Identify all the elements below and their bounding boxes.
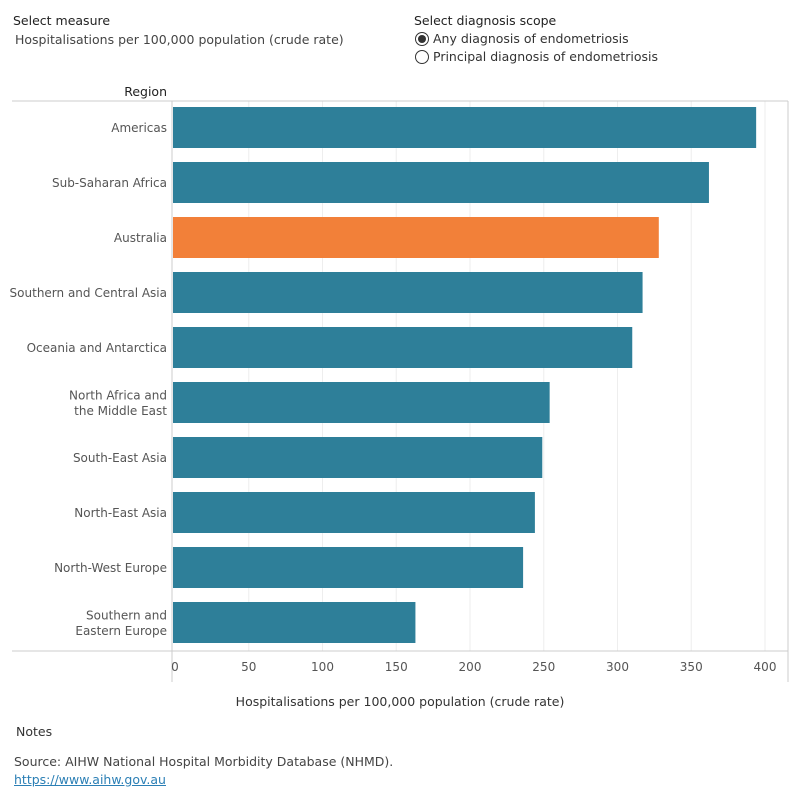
- scope-option-label: Principal diagnosis of endometriosis: [433, 49, 659, 64]
- scope-title: Select diagnosis scope: [414, 13, 557, 28]
- x-tick-label: 150: [385, 660, 408, 674]
- category-label-5: the Middle East: [74, 404, 167, 418]
- x-tick-label: 200: [459, 660, 482, 674]
- x-tick-label: 50: [241, 660, 256, 674]
- row-header: Region: [124, 84, 167, 99]
- scope-option-label: Any diagnosis of endometriosis: [433, 31, 629, 46]
- notes-heading[interactable]: Notes: [16, 724, 53, 739]
- x-tick-label: 400: [754, 660, 777, 674]
- bar-5[interactable]: [173, 382, 550, 423]
- category-label-2: Australia: [114, 231, 167, 245]
- source-text: Source: AIHW National Hospital Morbidity…: [14, 754, 394, 769]
- category-label-8: North-West Europe: [54, 561, 167, 575]
- category-label-6: South-East Asia: [73, 451, 167, 465]
- category-label-7: North-East Asia: [74, 506, 167, 520]
- measure-title: Select measure: [13, 13, 111, 28]
- radio-checked-icon[interactable]: [415, 31, 429, 46]
- category-label-3: Southern and Central Asia: [10, 286, 167, 300]
- category-label-9: Southern and: [86, 608, 167, 622]
- scope-option-any[interactable]: Any diagnosis of endometriosis: [415, 31, 629, 46]
- bar-9[interactable]: [173, 602, 416, 643]
- bar-3[interactable]: [173, 272, 643, 313]
- bar-8[interactable]: [173, 547, 524, 588]
- x-tick-label: 250: [532, 660, 555, 674]
- radio-unchecked-icon[interactable]: [415, 49, 429, 64]
- category-label-0: Americas: [111, 121, 167, 135]
- scope-option-principal[interactable]: Principal diagnosis of endometriosis: [415, 49, 658, 64]
- x-tick-label: 350: [680, 660, 703, 674]
- bar-0[interactable]: [173, 107, 757, 148]
- category-label-9: Eastern Europe: [75, 624, 167, 638]
- bar-1[interactable]: [173, 162, 709, 203]
- aihw-link[interactable]: https://www.aihw.gov.au: [14, 772, 166, 787]
- bar-6[interactable]: [173, 437, 543, 478]
- bar-7[interactable]: [173, 492, 535, 533]
- measure-selector[interactable]: Hospitalisations per 100,000 population …: [15, 32, 344, 47]
- x-axis-title: Hospitalisations per 100,000 population …: [236, 694, 565, 709]
- category-label-5: North Africa and: [69, 388, 167, 402]
- x-tick-label: 300: [606, 660, 629, 674]
- x-tick-label: 100: [311, 660, 334, 674]
- x-tick-label: 0: [171, 660, 179, 674]
- category-label-1: Sub-Saharan Africa: [52, 176, 167, 190]
- bar-chart: Region Americas Sub-Saharan Africa Australi…: [10, 84, 789, 709]
- category-label-4: Oceania and Antarctica: [27, 341, 167, 355]
- bar-4[interactable]: [173, 327, 633, 368]
- bar-2[interactable]: [173, 217, 659, 258]
